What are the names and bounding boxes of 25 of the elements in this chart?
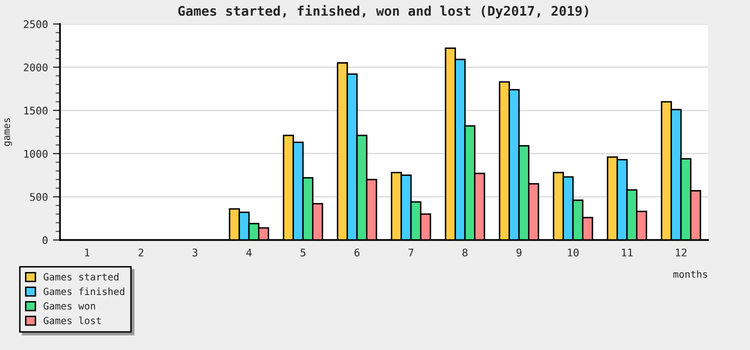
legend-label: Games started bbox=[44, 272, 118, 281]
x-tick-label: 11 bbox=[622, 248, 633, 256]
x-tick-label: 7 bbox=[408, 248, 414, 256]
y-axis-title: games bbox=[4, 118, 12, 146]
legend-label: Games lost bbox=[44, 316, 101, 324]
y-tick-label: 1000 bbox=[24, 150, 48, 158]
legend-label: Games finished bbox=[44, 288, 124, 296]
chart-title: Games started, finished, won and lost (Dy2017, 2019) bbox=[178, 4, 588, 18]
x-tick-label: 5 bbox=[300, 248, 306, 256]
x-tick-label: 10 bbox=[568, 248, 579, 256]
y-tick-label: 500 bbox=[30, 193, 48, 201]
x-tick-label: 2 bbox=[138, 248, 144, 256]
x-tick-label: 8 bbox=[462, 248, 468, 256]
x-tick-label: 9 bbox=[516, 248, 522, 256]
x-tick-label: 6 bbox=[354, 248, 360, 256]
y-tick-label: 0 bbox=[42, 236, 48, 244]
x-tick-label: 1 bbox=[85, 248, 90, 256]
y-tick-label: 1500 bbox=[24, 106, 48, 115]
x-tick-label: 4 bbox=[246, 248, 252, 256]
x-tick-label: 3 bbox=[192, 248, 198, 256]
x-tick-label: 12 bbox=[676, 248, 686, 256]
x-axis-title: months bbox=[673, 270, 708, 278]
legend-label: Games won bbox=[44, 302, 96, 310]
y-tick-label: 2500 bbox=[24, 20, 48, 28]
y-tick-label: 2000 bbox=[24, 63, 48, 72]
